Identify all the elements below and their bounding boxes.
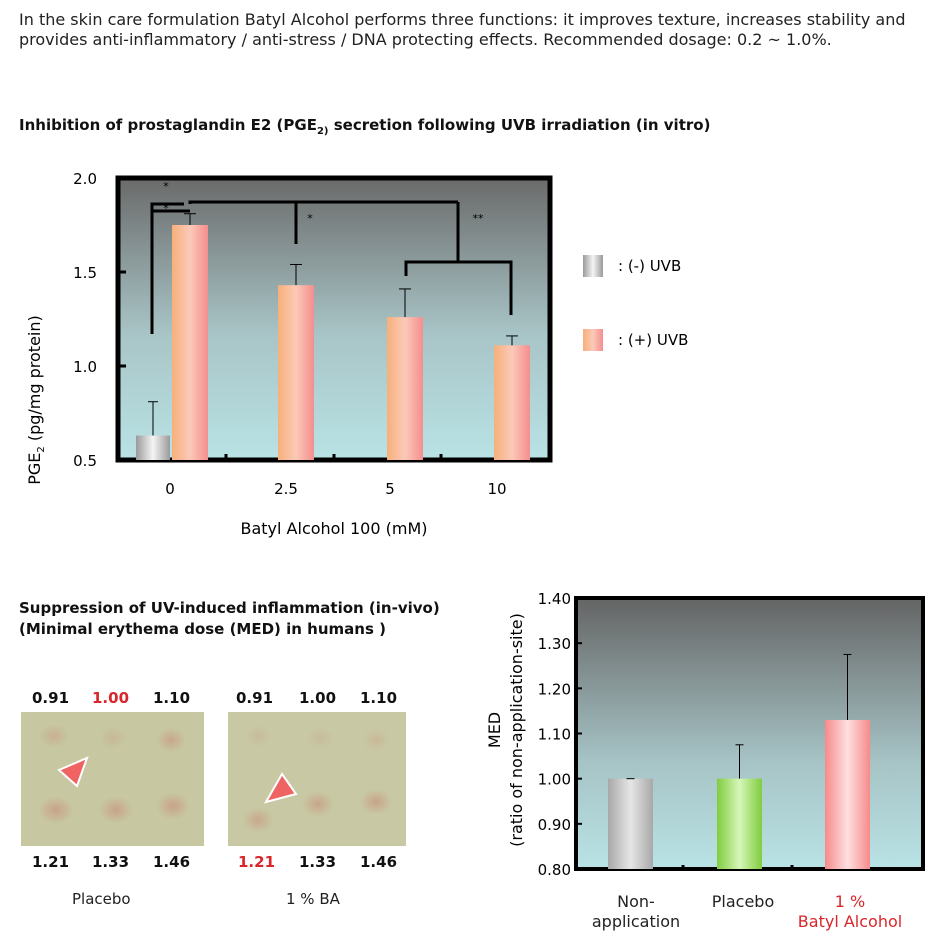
pge2-ylabel-pre: PGE (25, 453, 44, 485)
pge2-ylabel: PGE2 (pg/mg protein) (25, 315, 47, 485)
photo-ba-skin (228, 712, 406, 846)
pge2-chart: 2.0 1.5 1.0 0.5 0 2.5 5 10 * * * ** PGE2 (pg/m… (25, 170, 688, 538)
med-xtick-label-line2: application (592, 912, 680, 931)
photo1-bottom-label-1: 1.21 (32, 853, 70, 871)
photo-placebo-skin (21, 712, 204, 846)
pge2-ylabel-post: (pg/mg protein) (25, 315, 44, 446)
photo1-top-label-1: 0.91 (32, 689, 70, 707)
med-xtick-label-line1: Non- (617, 892, 655, 911)
triangle-marker-icon (263, 772, 298, 804)
bracket-3 (188, 200, 458, 204)
sig-mark-2: * (163, 202, 169, 215)
pge2-title-post: secretion following UVB irradiation (in … (328, 116, 711, 134)
photo2-bottom-label-1: 1.21 (238, 853, 276, 871)
pge2-bar-plus-uvb (494, 345, 530, 460)
triangle-marker-icon (57, 756, 89, 788)
bracket-4-split (404, 260, 513, 315)
legend-label-plus-uvb: : (+) UVB (618, 331, 688, 349)
med-xtick-label-line2: Batyl Alcohol (798, 912, 902, 931)
pge2-bar-plus-uvb (387, 317, 423, 460)
photo2-top-label-3: 1.10 (360, 689, 398, 707)
pge2-bar-minus-uvb (136, 435, 170, 460)
pge2-chart-title: Inhibition of prostaglandin E2 (PGE2) se… (19, 116, 710, 137)
pge2-ytick-label: 1.0 (73, 358, 97, 376)
pge2-ytick-label: 1.5 (73, 264, 97, 282)
med-ytick-label: 1.30 (538, 635, 571, 653)
med-title-line2: (Minimal erythema dose (MED) in humans ) (19, 620, 386, 638)
photo2-top-label-2: 1.00 (299, 689, 337, 707)
photo2-bottom-label-3: 1.46 (360, 853, 398, 871)
pge2-xtick-label: 5 (385, 480, 395, 498)
intro-paragraph: In the skin care formulation Batyl Alcoh… (19, 10, 906, 49)
med-ylabel-line2: (ratio of non-application-site) (507, 613, 526, 847)
legend-label-minus-uvb: : (-) UVB (618, 257, 681, 275)
med-chart: 1.40 1.30 1.20 1.10 1.00 0.90 0.80 MED (ratio … (485, 590, 925, 931)
med-ytick-label: 0.80 (538, 861, 571, 879)
med-bar (608, 778, 653, 869)
med-section-title: Suppression of UV-induced inflammation (… (19, 598, 440, 640)
photo2-caption: 1 % BA (286, 890, 340, 908)
photo2-top-label-1: 0.91 (236, 689, 274, 707)
pge2-ylabel-sub: 2 (36, 446, 47, 452)
significance-brackets (150, 200, 513, 334)
legend-swatch-plus-uvb (583, 329, 603, 351)
sig-mark-3: * (307, 212, 313, 225)
pge2-bar-plus-uvb (172, 225, 208, 460)
photo1-caption: Placebo (72, 890, 131, 908)
pge2-xtick-label: 2.5 (274, 480, 298, 498)
pge2-xtick-label: 10 (487, 480, 506, 498)
med-xtick-label-line1: Placebo (712, 892, 774, 911)
med-ytick-label: 1.10 (538, 726, 571, 744)
photo1-top-label-2: 1.00 (92, 689, 130, 707)
med-bar (825, 719, 870, 869)
pge2-bar-plus-uvb (278, 285, 314, 460)
photo2-bottom-label-2: 1.33 (299, 853, 337, 871)
med-title-line1: Suppression of UV-induced inflammation (… (19, 599, 440, 617)
photo1-bottom-label-2: 1.33 (92, 853, 130, 871)
med-ytick-label: 1.20 (538, 680, 571, 698)
med-xtick-label-line1: 1 % (835, 892, 865, 911)
med-ylabel-line1: MED (485, 712, 504, 748)
med-bar (717, 778, 762, 869)
pge2-ytick-label: 2.0 (73, 170, 97, 188)
med-ytick-label: 1.00 (538, 771, 571, 789)
sig-mark-1: * (163, 180, 169, 193)
pge2-xtick-label: 0 (165, 480, 175, 498)
pge2-xlabel: Batyl Alcohol 100 (mM) (241, 519, 428, 538)
photo1-top-label-3: 1.10 (153, 689, 191, 707)
bracket-1 (150, 202, 184, 334)
pge2-ytick-label: 0.5 (73, 452, 97, 470)
legend-swatch-minus-uvb (583, 255, 603, 277)
sig-mark-4: ** (473, 212, 485, 225)
med-ytick-label: 0.90 (538, 816, 571, 834)
photo1-bottom-label-3: 1.46 (153, 853, 191, 871)
med-ytick-label: 1.40 (538, 590, 571, 608)
pge2-title-sub: 2) (316, 126, 329, 137)
pge2-title-pre: Inhibition of prostaglandin E2 (PGE (19, 116, 317, 134)
